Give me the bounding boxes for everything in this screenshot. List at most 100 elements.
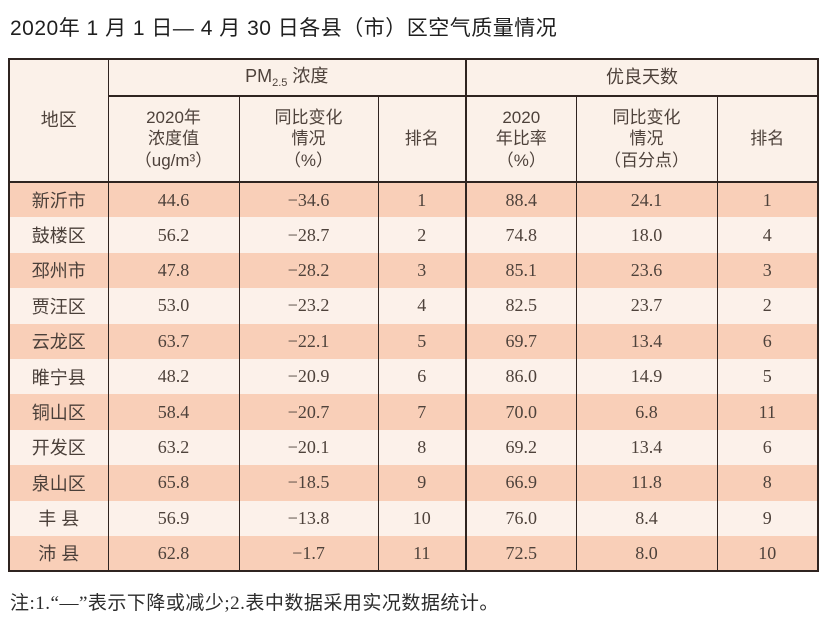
pm-rank-cell: 1 — [377, 182, 467, 218]
good-change-cell: 14.9 — [575, 358, 718, 395]
air-quality-table: 地区 PM2.5 浓度 优良天数 2020年 浓度值 （ug/m³） 同比变化 … — [8, 58, 820, 573]
table-row: 贾汪区 53.0 −23.2 4 82.5 23.7 2 — [9, 288, 819, 324]
table-row: 新沂市 44.6 −34.6 1 88.4 24.1 1 — [9, 182, 819, 218]
region-cell: 新沂市 — [9, 182, 108, 218]
table-row: 睢宁县 48.2 −20.9 6 86.0 14.9 5 — [9, 358, 819, 395]
table-row: 云龙区 63.7 −22.1 5 69.7 13.4 6 — [9, 323, 819, 359]
pm-change-cell: −20.9 — [238, 358, 378, 395]
table-footnote: 注:1.“—”表示下降或减少;2.表中数据采用实况数据统计。 — [10, 593, 499, 615]
good-change-cell: 13.4 — [575, 429, 718, 466]
pm-rank-cell: 8 — [377, 429, 467, 466]
pm-change-cell: −20.1 — [238, 429, 378, 466]
header-good-change: 同比变化 情况 （百分点） — [575, 96, 718, 182]
region-cell: 泉山区 — [9, 465, 108, 501]
header-good-rank: 排名 — [716, 96, 819, 182]
page-title: 2020年 1 月 1 日— 4 月 30 日各县（市）区空气质量情况 — [10, 17, 558, 40]
good-rank-cell: 1 — [716, 182, 819, 218]
header-sub-row: 2020年 浓度值 （ug/m³） 同比变化 情况 （%） 排名 2020 年比… — [9, 96, 819, 182]
pm-value-cell: 65.8 — [107, 465, 239, 501]
good-change-cell: 6.8 — [575, 394, 718, 430]
pm-value-cell: 56.2 — [107, 217, 239, 253]
header-pm-value: 2020年 浓度值 （ug/m³） — [107, 96, 239, 182]
pm-value-cell: 56.9 — [107, 500, 239, 536]
good-rank-cell: 9 — [716, 500, 819, 536]
region-cell: 铜山区 — [9, 394, 108, 430]
table-row: 鼓楼区 56.2 −28.7 2 74.8 18.0 4 — [9, 217, 819, 253]
good-change-cell: 11.8 — [575, 465, 718, 501]
good-rank-cell: 11 — [716, 394, 819, 430]
pm-rank-cell: 10 — [377, 500, 467, 536]
header-good-rate: 2020 年比率 （%） — [465, 96, 577, 182]
good-change-cell: 23.7 — [575, 288, 718, 324]
pm-change-cell: −20.7 — [238, 394, 378, 430]
pm25-label-rest: 浓度 — [287, 65, 329, 86]
region-cell: 睢宁县 — [9, 358, 108, 395]
good-rate-cell: 69.2 — [465, 429, 577, 466]
good-rank-cell: 3 — [716, 252, 819, 289]
pm-change-cell: −23.2 — [238, 288, 378, 324]
good-rate-cell: 88.4 — [465, 182, 577, 218]
pm-change-cell: −28.2 — [238, 252, 378, 289]
good-rank-cell: 4 — [716, 217, 819, 253]
pm-value-cell: 44.6 — [107, 182, 239, 218]
pm-change-cell: −18.5 — [238, 465, 378, 501]
header-pm25-group: PM2.5 浓度 — [108, 59, 467, 97]
pm-value-cell: 63.7 — [107, 323, 239, 359]
table-row: 邳州市 47.8 −28.2 3 85.1 23.6 3 — [9, 252, 819, 289]
pm-value-cell: 58.4 — [107, 394, 239, 430]
pm-value-cell: 62.8 — [107, 535, 239, 572]
table-row: 开发区 63.2 −20.1 8 69.2 13.4 6 — [9, 429, 819, 466]
pm-rank-cell: 2 — [377, 217, 467, 253]
region-cell: 邳州市 — [9, 252, 108, 289]
good-change-cell: 18.0 — [575, 217, 718, 253]
header-pm-rank: 排名 — [377, 96, 467, 182]
good-rate-cell: 70.0 — [465, 394, 577, 430]
good-rank-cell: 5 — [716, 358, 819, 395]
good-rate-cell: 72.5 — [465, 535, 577, 572]
good-change-cell: 8.0 — [575, 535, 718, 572]
pm-change-cell: −34.6 — [238, 182, 378, 218]
pm-value-cell: 63.2 — [107, 429, 239, 466]
table-header: 地区 PM2.5 浓度 优良天数 2020年 浓度值 （ug/m³） 同比变化 … — [9, 59, 819, 182]
good-rank-cell: 2 — [716, 288, 819, 324]
good-rank-cell: 6 — [716, 429, 819, 466]
pm-rank-cell: 11 — [377, 535, 467, 572]
pm-value-cell: 48.2 — [107, 358, 239, 395]
good-rate-cell: 74.8 — [465, 217, 577, 253]
pm-value-cell: 47.8 — [107, 252, 239, 289]
good-change-cell: 13.4 — [575, 323, 718, 359]
good-rate-cell: 76.0 — [465, 500, 577, 536]
region-cell: 贾汪区 — [9, 288, 108, 324]
region-cell: 丰 县 — [9, 500, 108, 536]
region-cell: 鼓楼区 — [9, 217, 108, 253]
pm-rank-cell: 7 — [377, 394, 467, 430]
pm-rank-cell: 6 — [377, 358, 467, 395]
pm-rank-cell: 4 — [377, 288, 467, 324]
pm25-label-base: PM — [245, 65, 273, 86]
header-region: 地区 — [9, 59, 109, 182]
table-body: 新沂市 44.6 −34.6 1 88.4 24.1 1 鼓楼区 56.2 −2… — [9, 182, 819, 572]
table-row: 丰 县 56.9 −13.8 10 76.0 8.4 9 — [9, 500, 819, 536]
pm25-label-subscript: 2.5 — [272, 76, 288, 89]
pm-change-cell: −13.8 — [238, 500, 378, 536]
table-row: 泉山区 65.8 −18.5 9 66.9 11.8 8 — [9, 465, 819, 501]
good-rank-cell: 10 — [716, 535, 819, 572]
pm-rank-cell: 9 — [377, 465, 467, 501]
good-rate-cell: 85.1 — [465, 252, 577, 289]
good-rate-cell: 86.0 — [465, 358, 577, 395]
good-rate-cell: 69.7 — [465, 323, 577, 359]
region-cell: 开发区 — [9, 429, 108, 466]
region-cell: 沛 县 — [9, 535, 108, 572]
pm-rank-cell: 5 — [377, 323, 467, 359]
header-pm-change: 同比变化 情况 （%） — [238, 96, 378, 182]
pm-change-cell: −28.7 — [238, 217, 378, 253]
pm-change-cell: −1.7 — [238, 535, 378, 572]
header-good-days-group: 优良天数 — [465, 59, 819, 97]
good-rank-cell: 8 — [716, 465, 819, 501]
pm-change-cell: −22.1 — [238, 323, 378, 359]
pm-rank-cell: 3 — [377, 252, 467, 289]
pm-value-cell: 53.0 — [107, 288, 239, 324]
good-rate-cell: 66.9 — [465, 465, 577, 501]
good-change-cell: 24.1 — [575, 182, 718, 218]
